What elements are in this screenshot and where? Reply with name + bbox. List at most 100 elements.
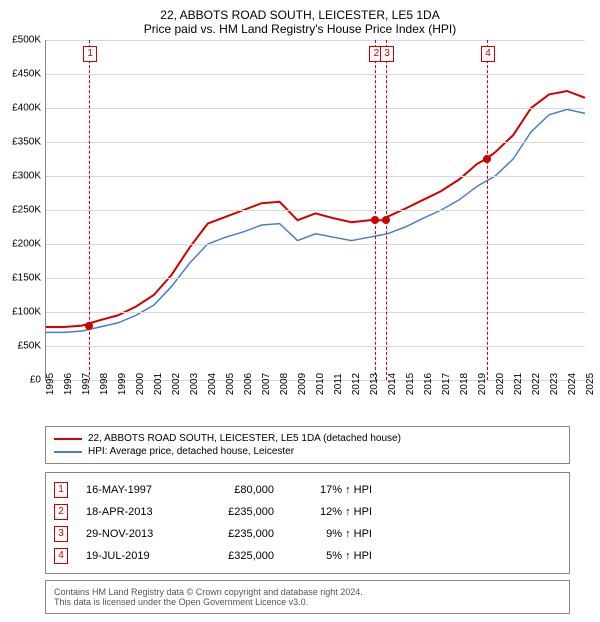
x-axis-label: 2004	[207, 373, 218, 395]
transactions-table: 1 16-MAY-1997 £80,000 17% ↑ HPI 2 18-APR-2013…	[45, 472, 570, 574]
gridline-h	[46, 74, 585, 75]
x-axis-label: 2015	[405, 373, 416, 395]
x-axis-label: 1998	[99, 373, 110, 395]
legend-item: 22, ABBOTS ROAD SOUTH, LEICESTER, LE5 1D…	[54, 432, 561, 445]
gridline-h	[46, 142, 585, 143]
transaction-hpi-delta: 9% ↑ HPI	[292, 528, 372, 540]
x-axis-label: 2012	[351, 373, 362, 395]
legend-label: 22, ABBOTS ROAD SOUTH, LEICESTER, LE5 1D…	[88, 433, 401, 444]
transaction-row: 1 16-MAY-1997 £80,000 17% ↑ HPI	[54, 479, 561, 501]
y-axis-label: £400K	[12, 103, 46, 114]
sale-marker-badge: 1	[83, 46, 97, 62]
x-axis-label: 2023	[549, 373, 560, 395]
x-axis-label: 2016	[423, 373, 434, 395]
x-axis-label: 2008	[279, 373, 290, 395]
sale-marker-point	[382, 216, 390, 224]
gridline-h	[46, 176, 585, 177]
x-axis-label: 1999	[117, 373, 128, 395]
legend-swatch	[54, 451, 82, 453]
x-axis-label: 2020	[495, 373, 506, 395]
transaction-row-badge: 3	[54, 526, 68, 542]
title-line2: Price paid vs. HM Land Registry's House …	[0, 22, 600, 36]
x-axis-label: 2010	[315, 373, 326, 395]
y-axis-label: £250K	[12, 205, 46, 216]
x-axis-label: 2019	[477, 373, 488, 395]
chart-plot-area: £0£50K£100K£150K£200K£250K£300K£350K£400…	[45, 40, 585, 381]
x-axis-label: 2006	[243, 373, 254, 395]
gridline-h	[46, 40, 585, 41]
x-axis-label: 1995	[45, 373, 56, 395]
title-area: 22, ABBOTS ROAD SOUTH, LEICESTER, LE5 1D…	[0, 0, 600, 40]
x-axis-label: 2017	[441, 373, 452, 395]
x-axis-label: 2002	[171, 373, 182, 395]
gridline-h	[46, 278, 585, 279]
transaction-row-badge: 2	[54, 504, 68, 520]
y-axis-label: £450K	[12, 69, 46, 80]
x-axis-labels: 1995199619971998199920002001200220032004…	[45, 381, 585, 416]
transaction-price: £80,000	[204, 484, 274, 496]
y-axis-label: £350K	[12, 137, 46, 148]
gridline-h	[46, 210, 585, 211]
series-property	[46, 91, 585, 327]
transaction-date: 29-NOV-2013	[86, 528, 186, 540]
sale-marker-line	[386, 40, 387, 380]
transaction-date: 19-JUL-2019	[86, 550, 186, 562]
transaction-row: 2 18-APR-2013 £235,000 12% ↑ HPI	[54, 501, 561, 523]
x-axis-label: 2003	[189, 373, 200, 395]
transaction-price: £235,000	[204, 506, 274, 518]
gridline-h	[46, 244, 585, 245]
transaction-date: 18-APR-2013	[86, 506, 186, 518]
y-axis-label: £300K	[12, 171, 46, 182]
x-axis-label: 2007	[261, 373, 272, 395]
footer-line2: This data is licensed under the Open Gov…	[54, 597, 561, 607]
legend-label: HPI: Average price, detached house, Leic…	[88, 446, 294, 457]
chart-container: 22, ABBOTS ROAD SOUTH, LEICESTER, LE5 1D…	[0, 0, 600, 614]
legend-item: HPI: Average price, detached house, Leic…	[54, 445, 561, 458]
x-axis-label: 2025	[585, 373, 596, 395]
x-axis-label: 2011	[333, 373, 344, 395]
x-axis-label: 2022	[531, 373, 542, 395]
x-axis-label: 1996	[63, 373, 74, 395]
transaction-price: £235,000	[204, 528, 274, 540]
transaction-price: £325,000	[204, 550, 274, 562]
y-axis-label: £0	[30, 375, 46, 386]
y-axis-label: £150K	[12, 273, 46, 284]
legend-swatch	[54, 438, 82, 440]
sale-marker-badge: 3	[380, 46, 394, 62]
sale-marker-badge: 4	[481, 46, 495, 62]
sale-marker-point	[371, 216, 379, 224]
x-axis-label: 2001	[153, 373, 164, 395]
y-axis-label: £500K	[12, 35, 46, 46]
legend-box: 22, ABBOTS ROAD SOUTH, LEICESTER, LE5 1D…	[45, 426, 570, 464]
x-axis-label: 1997	[81, 373, 92, 395]
footer-attribution: Contains HM Land Registry data © Crown c…	[45, 580, 570, 614]
gridline-h	[46, 312, 585, 313]
y-axis-label: £200K	[12, 239, 46, 250]
transaction-row: 3 29-NOV-2013 £235,000 9% ↑ HPI	[54, 523, 561, 545]
sale-marker-point	[483, 155, 491, 163]
transaction-row-badge: 1	[54, 482, 68, 498]
sale-marker-point	[85, 322, 93, 330]
x-axis-label: 2005	[225, 373, 236, 395]
x-axis-label: 2024	[567, 373, 578, 395]
y-axis-label: £50K	[18, 341, 46, 352]
gridline-h	[46, 346, 585, 347]
x-axis-label: 2009	[297, 373, 308, 395]
transaction-hpi-delta: 5% ↑ HPI	[292, 550, 372, 562]
transaction-row: 4 19-JUL-2019 £325,000 5% ↑ HPI	[54, 545, 561, 567]
x-axis-label: 2018	[459, 373, 470, 395]
gridline-h	[46, 108, 585, 109]
transaction-row-badge: 4	[54, 548, 68, 564]
sale-marker-line	[375, 40, 376, 380]
transaction-hpi-delta: 17% ↑ HPI	[292, 484, 372, 496]
x-axis-label: 2000	[135, 373, 146, 395]
x-axis-label: 2014	[387, 373, 398, 395]
footer-line1: Contains HM Land Registry data © Crown c…	[54, 587, 561, 597]
y-axis-label: £100K	[12, 307, 46, 318]
x-axis-label: 2021	[513, 373, 524, 395]
sale-marker-line	[487, 40, 488, 380]
x-axis-label: 2013	[369, 373, 380, 395]
transaction-hpi-delta: 12% ↑ HPI	[292, 506, 372, 518]
title-line1: 22, ABBOTS ROAD SOUTH, LEICESTER, LE5 1D…	[0, 8, 600, 22]
transaction-date: 16-MAY-1997	[86, 484, 186, 496]
